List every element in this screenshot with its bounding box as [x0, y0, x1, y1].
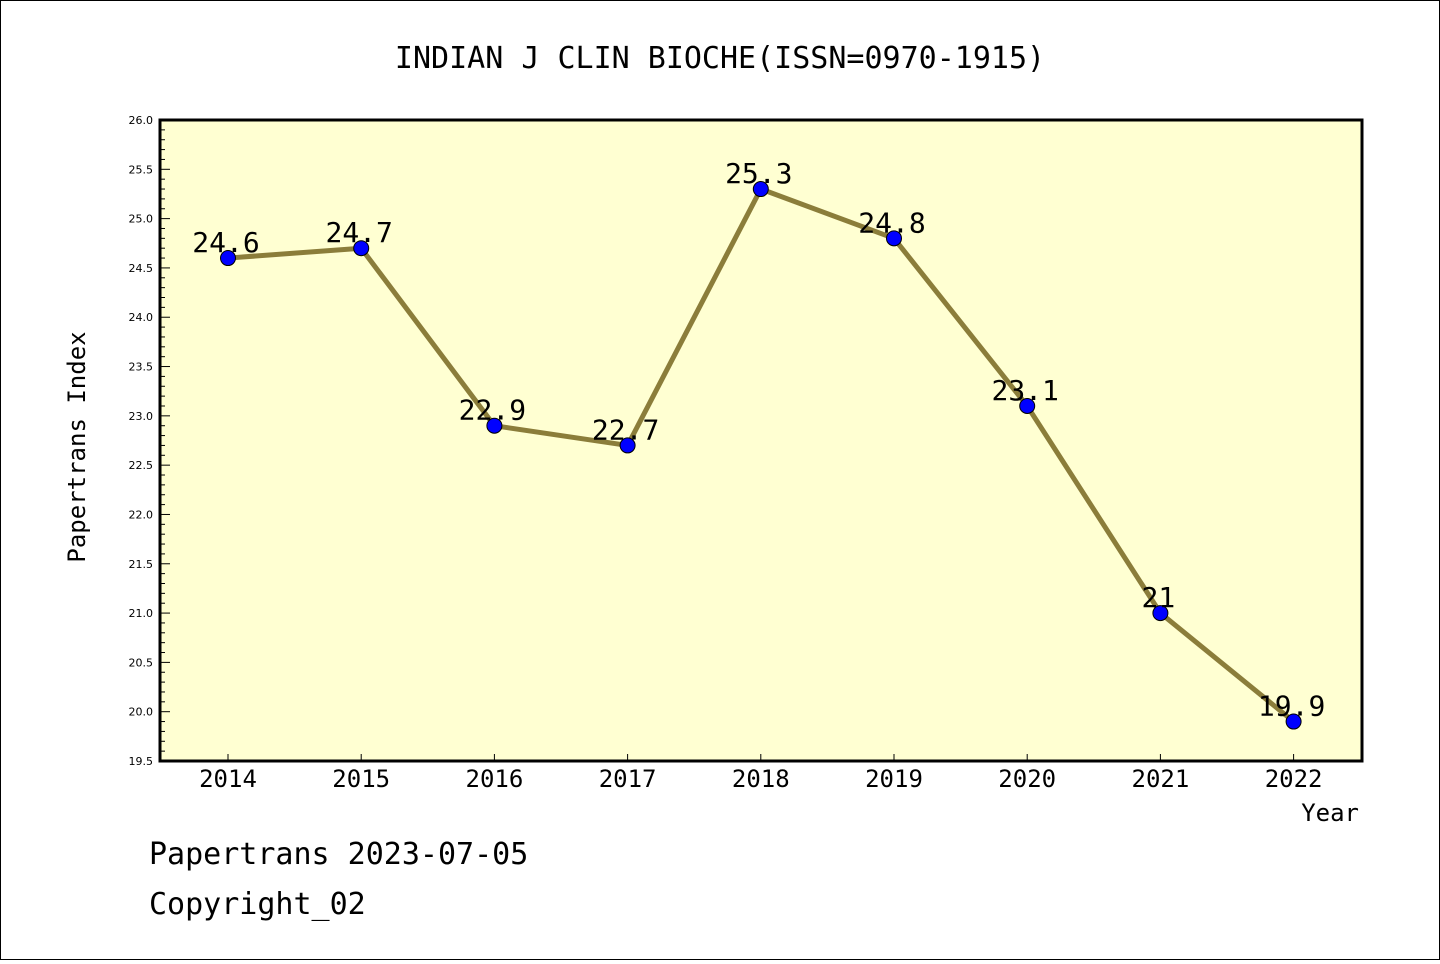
x-tick-label: 2015 [332, 765, 390, 793]
data-label: 24.7 [325, 216, 392, 249]
data-point [1285, 713, 1302, 730]
data-point [752, 181, 769, 198]
y-tick-label: 20.5 [129, 656, 154, 669]
data-point [1152, 605, 1169, 622]
y-tick-label: 23.0 [129, 410, 154, 423]
y-tick-label: 21.0 [129, 607, 154, 620]
data-point [1019, 397, 1036, 414]
y-tick-label: 26.0 [129, 114, 154, 127]
y-tick-label: 22.0 [129, 508, 154, 521]
x-tick-label: 2022 [1265, 765, 1323, 793]
data-label: 22.9 [459, 394, 526, 427]
data-label: 24.6 [192, 226, 259, 259]
chart-title: INDIAN J CLIN BIOCHE(ISSN=0970-1915) [395, 41, 1045, 76]
series-papertrans-index [220, 181, 1302, 730]
y-tick-label: 22.5 [129, 459, 154, 472]
x-tick-label: 2016 [466, 765, 524, 793]
y-axis-label: Papertrans Index [63, 331, 91, 562]
x-axis-label: Year [1301, 799, 1359, 827]
y-tick-label: 24.0 [129, 311, 154, 324]
x-tick-label: 2017 [599, 765, 657, 793]
data-label: 21 [1142, 581, 1176, 614]
data-label: 24.8 [858, 206, 925, 239]
footer-copyright: Copyright_02 [149, 887, 366, 922]
data-point [220, 250, 236, 267]
data-labels: 24.6 24.7 22.9 22.7 25.3 24.8 23.1 21 19.9 [192, 157, 1325, 723]
x-axis: 2014 2015 2016 2017 2018 2019 2020 2021 2022 [199, 754, 1322, 793]
data-label: 19.9 [1258, 690, 1325, 723]
data-point [886, 230, 902, 247]
y-tick-label: 20.0 [129, 706, 154, 719]
y-axis: 19.5 20.0 20.5 21.0 21.5 22.0 22.5 23.0 23.5 24.0… [129, 114, 170, 768]
x-tick-label: 2019 [865, 765, 923, 793]
data-label: 23.1 [991, 374, 1058, 407]
y-tick-label: 24.5 [129, 262, 154, 275]
y-tick-label: 21.5 [129, 558, 154, 571]
data-label: 22.7 [592, 413, 659, 446]
x-tick-label: 2018 [732, 765, 790, 793]
x-tick-label: 2014 [199, 765, 257, 793]
data-label: 25.3 [725, 157, 792, 190]
data-point [486, 417, 503, 434]
y-tick-label: 25.0 [129, 213, 154, 226]
x-tick-label: 2020 [998, 765, 1056, 793]
y-tick-label: 23.5 [129, 361, 154, 374]
x-tick-label: 2021 [1132, 765, 1190, 793]
footer-date: Papertrans 2023-07-05 [149, 837, 528, 872]
y-tick-label: 19.5 [129, 755, 154, 768]
y-tick-label: 25.5 [129, 163, 154, 176]
data-point [353, 240, 370, 257]
plot-area [158, 118, 1364, 763]
data-point [619, 437, 636, 454]
